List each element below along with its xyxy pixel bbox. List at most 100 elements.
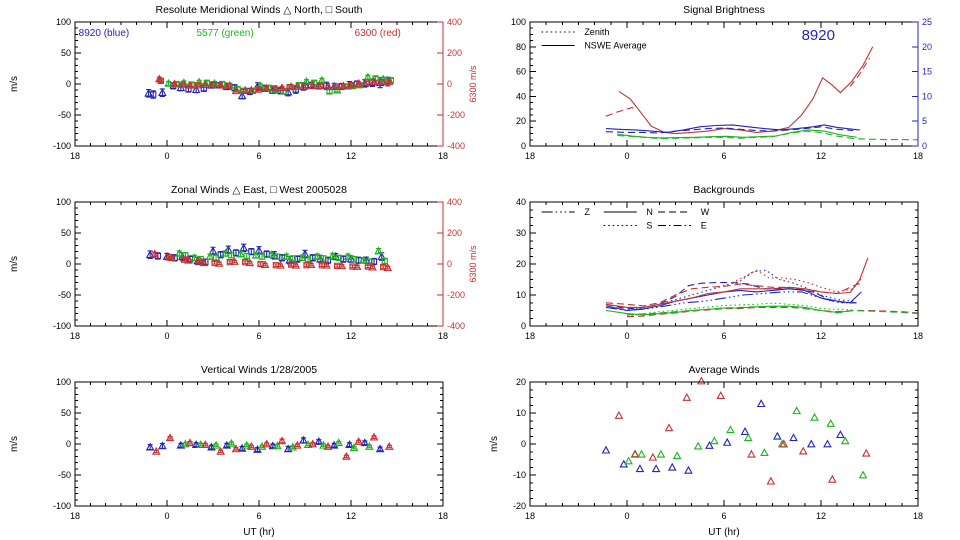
triangle-marker: [231, 444, 241, 453]
square-marker: [209, 81, 217, 88]
triangle-marker: [191, 440, 201, 448]
y2-tick-label: 200: [447, 228, 462, 238]
square-marker: [378, 78, 385, 86]
error-bar: [331, 442, 337, 448]
triangle-marker: [810, 412, 819, 421]
y-tick-label: 100: [56, 17, 71, 27]
x-tick-label: 18: [438, 511, 448, 521]
error-bar: [195, 83, 201, 88]
triangle-marker: [158, 441, 167, 450]
triangle-marker: [756, 399, 766, 408]
triangle-marker: [806, 439, 816, 448]
triangle-marker: [827, 474, 837, 483]
triangle-marker: [385, 76, 394, 85]
triangle-marker: [716, 391, 726, 399]
error-bar: [273, 263, 279, 268]
triangle-marker: [208, 246, 218, 255]
triangle-marker: [682, 392, 692, 401]
error-bar: [224, 442, 230, 448]
series-8920-vertical: [145, 435, 385, 453]
triangle-marker: [726, 425, 735, 434]
series-6300-vertical: [151, 432, 394, 460]
series-8920-nswe: [605, 124, 860, 133]
triangle-marker: [236, 249, 245, 258]
triangle-marker: [601, 445, 611, 454]
triangle-marker: [191, 85, 201, 93]
triangle-marker: [185, 80, 195, 89]
y-tick-label: 0: [521, 439, 526, 449]
series-5577-zenith: [617, 130, 919, 141]
y-tick-label: -20: [513, 501, 526, 511]
error-bar: [317, 84, 323, 88]
square-marker: [318, 262, 326, 269]
triangle-marker: [709, 436, 719, 445]
triangle-marker: [792, 406, 802, 415]
error-bar: [208, 444, 215, 450]
error-bar: [346, 442, 353, 448]
triangle-marker: [697, 376, 706, 385]
triangle-marker: [323, 81, 333, 90]
y-axis-label: m/s: [489, 436, 500, 452]
y2-tick-label: 400: [447, 17, 462, 27]
error-bar: [225, 84, 231, 88]
y2-axis: [437, 21, 444, 147]
y-tick-label: 100: [56, 197, 71, 207]
triangle-marker: [722, 437, 732, 446]
triangle-marker: [693, 441, 703, 450]
x-tick-label: 18: [525, 151, 535, 161]
error-bar: [165, 255, 172, 259]
x-tick-label: 6: [256, 511, 261, 521]
y-tick-label: -100: [53, 501, 71, 511]
error-bar: [181, 257, 187, 262]
triangle-marker: [684, 465, 693, 474]
legend-label-N: N: [646, 207, 653, 217]
x-tick-label: 12: [816, 151, 826, 161]
y2-axis-label: 6300 m/s: [468, 245, 478, 283]
triangle-marker: [237, 91, 247, 100]
triangle-marker: [231, 86, 241, 95]
panel-vertical-winds: 18 0 6 12 18 -100 -50 0 50 100 Vertical Winds 1/28…: [0, 360, 480, 540]
square-marker: [150, 91, 157, 98]
square-marker: [180, 256, 188, 263]
triangle-marker: [277, 436, 287, 445]
square-marker: [194, 82, 201, 89]
square-marker: [257, 260, 264, 268]
error-bar: [210, 82, 216, 87]
square-marker: [242, 258, 249, 266]
square-marker: [364, 263, 372, 270]
x-tick-label: 6: [256, 331, 261, 341]
error-bar: [257, 262, 264, 266]
x-tick-label: 12: [346, 331, 356, 341]
triangle-marker: [247, 441, 256, 450]
triangle-marker: [266, 250, 276, 259]
series-5577-average: [624, 406, 868, 479]
square-marker: [347, 82, 355, 89]
triangle-marker: [328, 251, 337, 260]
annotation-2: 6300 (red): [355, 28, 401, 39]
series-5577-east: [174, 246, 383, 264]
x-tick-label: 6: [256, 151, 261, 161]
panel-backgrounds: 18 0 6 12 18 0 10 20 30 40 Backgrounds Z N W S E: [480, 180, 960, 360]
y-tick-label: 80: [516, 42, 526, 52]
triangle-marker: [299, 435, 308, 444]
y2-tick-label: 5: [922, 116, 927, 126]
triangle-marker: [312, 252, 322, 260]
triangle-marker: [345, 440, 354, 448]
triangle-marker: [651, 464, 661, 473]
triangle-marker: [339, 81, 348, 90]
error-bar: [362, 440, 368, 446]
triangle-marker: [332, 85, 342, 94]
series-bg-6300-n: [605, 257, 869, 308]
y-tick-label: -10: [513, 470, 526, 480]
triangle-marker: [374, 246, 383, 255]
series-6300-west: [165, 254, 387, 271]
square-marker: [349, 263, 356, 270]
square-marker: [271, 85, 278, 92]
square-marker: [248, 248, 255, 255]
triangle-marker: [194, 77, 204, 86]
square-marker: [380, 263, 387, 271]
square-marker: [240, 87, 247, 94]
y2-tick-label: -200: [447, 110, 465, 120]
